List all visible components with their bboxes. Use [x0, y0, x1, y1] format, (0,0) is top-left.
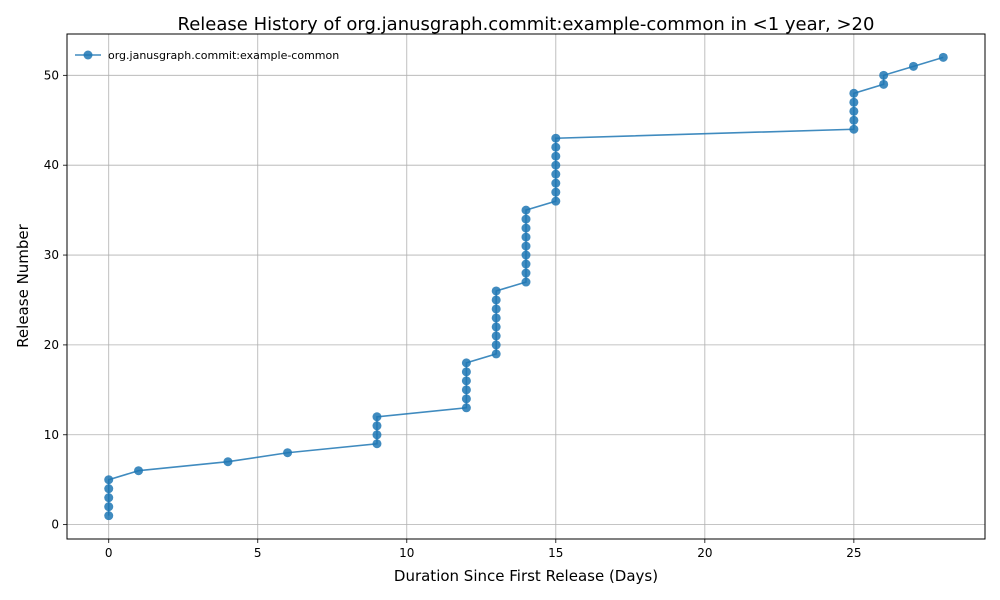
data-point [521, 223, 531, 233]
data-point [879, 79, 889, 89]
data-point [104, 475, 114, 485]
data-point [849, 88, 859, 98]
data-point [104, 493, 114, 503]
data-point [104, 502, 114, 512]
data-point [491, 349, 501, 359]
x-axis-label: Duration Since First Release (Days) [394, 567, 658, 585]
x-tick-label: 25 [846, 546, 861, 560]
data-point [521, 277, 531, 287]
data-point [521, 250, 531, 260]
y-axis-ticks: 0 10 20 30 40 50 [44, 68, 67, 532]
data-point [461, 367, 471, 377]
data-point [491, 286, 501, 296]
data-point [849, 115, 859, 125]
data-point [372, 421, 382, 431]
plot-frame [66, 33, 986, 540]
legend-marker-swatch [83, 50, 93, 60]
chart-title: Release History of org.janusgraph.commit… [178, 14, 875, 35]
x-tick-label: 10 [399, 546, 414, 560]
data-point [551, 160, 561, 170]
series-layer [104, 52, 948, 521]
data-point [283, 448, 293, 458]
data-point [491, 304, 501, 314]
data-point [104, 511, 114, 521]
y-tick-label: 10 [44, 428, 59, 442]
data-point [104, 484, 114, 494]
data-point [849, 97, 859, 107]
data-point [551, 187, 561, 197]
data-point [372, 412, 382, 422]
y-tick-label: 50 [44, 68, 59, 82]
data-point [879, 70, 889, 80]
x-tick-label: 20 [697, 546, 712, 560]
data-point [461, 358, 471, 368]
data-point [521, 241, 531, 251]
data-point [521, 214, 531, 224]
data-point [849, 124, 859, 134]
data-point [551, 178, 561, 188]
data-point [461, 394, 471, 404]
data-point [461, 403, 471, 413]
x-tick-label: 15 [548, 546, 563, 560]
data-point [521, 268, 531, 278]
data-point [491, 322, 501, 332]
data-point [551, 142, 561, 152]
legend-label: org.janusgraph.commit:example-common [108, 49, 339, 62]
y-tick-label: 30 [44, 248, 59, 262]
data-point [372, 430, 382, 440]
data-point [461, 385, 471, 395]
data-point [491, 331, 501, 341]
data-point [223, 457, 233, 467]
y-tick-label: 0 [51, 518, 59, 532]
y-tick-label: 40 [44, 158, 59, 172]
data-point [372, 439, 382, 449]
data-point [134, 466, 144, 476]
y-tick-label: 20 [44, 338, 59, 352]
data-point [551, 133, 561, 143]
x-axis-ticks: 0 5 10 15 20 25 [105, 539, 861, 560]
data-point [521, 259, 531, 269]
y-axis-label: Release Number [14, 223, 32, 347]
legend: org.janusgraph.commit:example-common [75, 49, 339, 62]
data-point [491, 313, 501, 323]
data-point [491, 295, 501, 305]
data-point [521, 232, 531, 242]
data-point [521, 205, 531, 215]
data-point [551, 151, 561, 161]
data-point [461, 376, 471, 386]
data-point [551, 196, 561, 206]
data-point [938, 52, 948, 62]
data-point [849, 106, 859, 116]
data-point [551, 169, 561, 179]
data-point [908, 61, 918, 71]
x-tick-label: 5 [254, 546, 262, 560]
x-tick-label: 0 [105, 546, 113, 560]
data-point [491, 340, 501, 350]
